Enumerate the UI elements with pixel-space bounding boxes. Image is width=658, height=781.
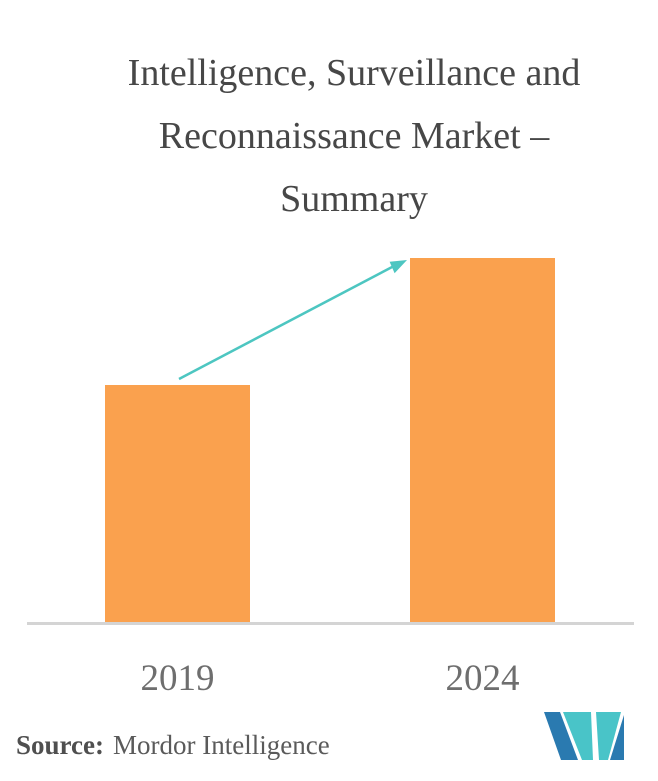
x-axis-baseline — [27, 622, 634, 625]
growth-arrow-shaft — [178, 264, 395, 381]
source-label: Source: — [16, 730, 104, 760]
bar-2024 — [410, 258, 555, 622]
chart-title: Intelligence, Surveillance and Reconnais… — [50, 42, 658, 231]
logo-middle-leg — [563, 712, 593, 760]
x-axis-label-2024: 2024 — [445, 658, 520, 699]
source-attribution: Source: Mordor Intelligence — [16, 730, 330, 760]
logo-left-leg — [544, 712, 578, 760]
chart-title-line-3: Summary — [280, 178, 428, 220]
logo-right-triangle — [610, 715, 624, 760]
growth-arrow-head — [389, 260, 407, 274]
mordor-intelligence-logo — [544, 712, 624, 760]
logo-right-bar — [596, 712, 621, 760]
chart-title-line-1: Intelligence, Surveillance and — [127, 52, 581, 94]
bar-2019 — [105, 385, 250, 622]
x-axis-label-2019: 2019 — [140, 658, 215, 699]
chart-title-line-2: Reconnaissance Market – — [158, 115, 550, 157]
source-text: Mordor Intelligence — [113, 730, 330, 760]
